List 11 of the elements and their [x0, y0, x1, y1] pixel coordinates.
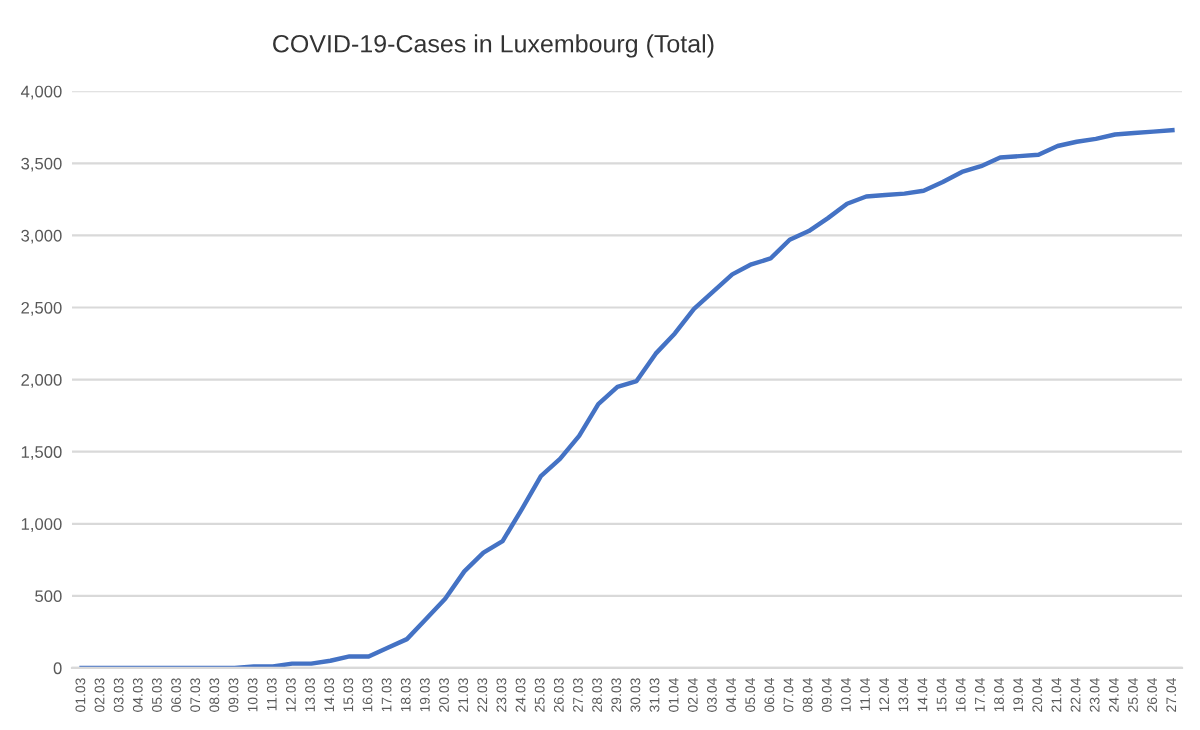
- line-series: [79, 127, 1175, 668]
- y-tick-label: 3,000: [21, 229, 62, 244]
- chart-title: COVID-19-Cases in Luxembourg (Total): [273, 34, 714, 58]
- y-tick-label: 3,500: [21, 157, 62, 172]
- y-tick-label: 1,000: [21, 518, 62, 532]
- y-tick-label: 1,500: [21, 446, 62, 460]
- y-tick-label: 0: [53, 662, 62, 675]
- y-tick-label: 4,000: [20, 85, 62, 100]
- y-tick-label: 2,000: [21, 374, 62, 388]
- y-tick-label: 2,500: [21, 301, 62, 316]
- y-tick-label: 500: [35, 590, 62, 603]
